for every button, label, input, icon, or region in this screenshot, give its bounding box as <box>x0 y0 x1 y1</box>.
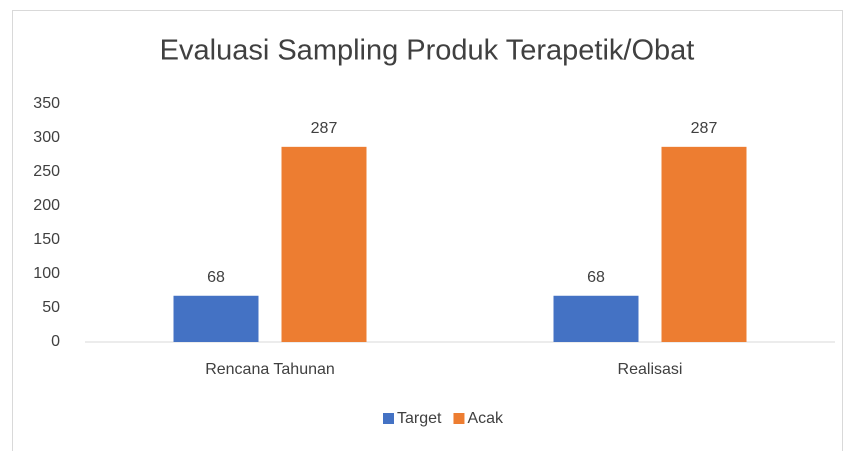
y-tick-label: 250 <box>33 163 60 180</box>
y-tick-label: 350 <box>33 95 60 112</box>
x-tick-label: Realisasi <box>618 361 683 378</box>
y-tick-label: 100 <box>33 265 60 282</box>
data-label: 68 <box>207 269 225 286</box>
data-label: 68 <box>587 269 605 286</box>
data-label: 287 <box>311 120 338 137</box>
bar <box>173 295 259 342</box>
y-tick-label: 200 <box>33 197 60 214</box>
y-tick-label: 300 <box>33 129 60 146</box>
chart-title: Evaluasi Sampling Produk Terapetik/Obat <box>160 35 695 67</box>
data-label: 287 <box>691 120 718 137</box>
x-tick-label: Rencana Tahunan <box>205 361 335 378</box>
bar <box>661 146 747 342</box>
y-tick-label: 50 <box>42 299 60 316</box>
y-tick-label: 0 <box>51 333 60 350</box>
y-tick-label: 150 <box>33 231 60 248</box>
bar <box>281 146 367 342</box>
legend-swatch <box>383 413 394 424</box>
bar <box>553 295 639 342</box>
legend-label: Target <box>397 410 442 427</box>
legend-label: Acak <box>467 410 504 427</box>
legend-swatch <box>453 413 465 424</box>
